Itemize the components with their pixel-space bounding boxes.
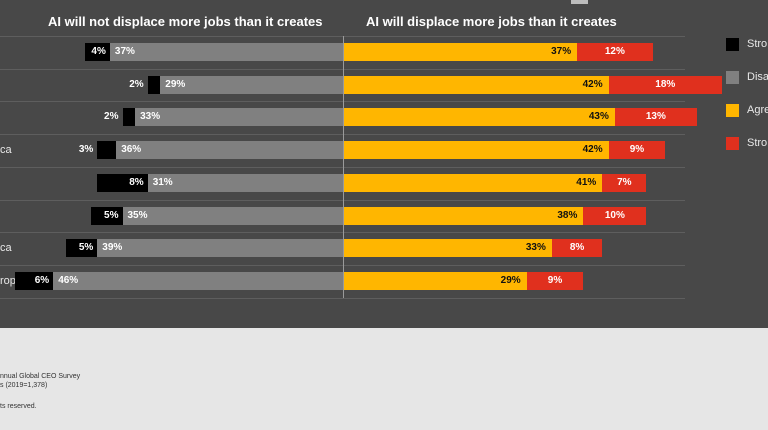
disagree-bar: 35% (122, 207, 343, 225)
legend-label: Stro (747, 38, 768, 50)
legend-swatch (726, 137, 739, 150)
strong-disagree-bar: 6% (15, 272, 54, 290)
footer-source-line: nnual Global CEO Survey (0, 373, 81, 380)
strong-agree-bar: 10% (583, 207, 647, 225)
row-separator (0, 232, 685, 233)
agree-bar: 43% (344, 108, 615, 126)
chart-panel: AI will not displace more jobs than it c… (0, 0, 768, 328)
strong-agree-bar: 8% (551, 239, 603, 257)
header-right: AI will displace more jobs than it creat… (366, 14, 617, 29)
footer-copyright-line: ts reserved. (0, 403, 37, 410)
footer-sample-line: s (2019=1,378) (0, 382, 48, 389)
agree-bar: 42% (344, 76, 609, 94)
strong-disagree-bar: 4% (84, 43, 110, 61)
strong-agree-bar: 9% (526, 272, 584, 290)
disagree-bar: 29% (160, 76, 343, 94)
legend-label: Disa (747, 71, 768, 83)
disagree-bar: 37% (109, 43, 343, 61)
disagree-bar: 36% (116, 141, 343, 159)
disagree-bar: 39% (97, 239, 343, 257)
strong-disagree-bar: 8% (97, 174, 148, 192)
row-separator (0, 200, 685, 201)
legend-swatch (726, 71, 739, 84)
strong-agree-bar: 9% (608, 141, 666, 159)
disagree-bar: 31% (147, 174, 343, 192)
row-label: ca (0, 242, 12, 254)
row-separator (0, 265, 685, 266)
row-separator (0, 36, 685, 37)
agree-bar: 42% (344, 141, 609, 159)
disagree-bar: 33% (135, 108, 343, 126)
header-left: AI will not displace more jobs than it c… (48, 14, 323, 29)
row-separator (0, 134, 685, 135)
strong-agree-bar: 7% (602, 174, 647, 192)
row-separator (0, 298, 685, 299)
scroll-handle[interactable] (571, 0, 588, 4)
legend-label: Agre (747, 104, 768, 116)
disagree-bar: 46% (53, 272, 343, 290)
strong-disagree-label: 2% (104, 111, 119, 122)
agree-bar: 37% (344, 43, 578, 61)
row-label: ca (0, 144, 12, 156)
row-separator (0, 69, 685, 70)
strong-disagree-bar (147, 76, 161, 94)
legend-swatch (726, 104, 739, 117)
row-separator (0, 101, 685, 102)
strong-disagree-bar: 5% (65, 239, 98, 257)
row-separator (0, 167, 685, 168)
legend-label: Stro (747, 137, 768, 149)
strong-disagree-bar (122, 108, 136, 126)
center-axis-line (343, 36, 344, 298)
strong-disagree-bar: 5% (91, 207, 123, 225)
agree-bar: 38% (344, 207, 584, 225)
agree-bar: 33% (344, 239, 552, 257)
agree-bar: 29% (344, 272, 527, 290)
agree-bar: 41% (344, 174, 603, 192)
strong-disagree-label: 3% (78, 144, 94, 155)
strong-agree-bar: 13% (614, 108, 697, 126)
strong-disagree-label: 2% (129, 79, 144, 90)
strong-agree-bar: 18% (608, 76, 722, 94)
legend-swatch (726, 38, 739, 51)
strong-agree-bar: 12% (577, 43, 653, 61)
strong-disagree-bar (97, 141, 117, 159)
